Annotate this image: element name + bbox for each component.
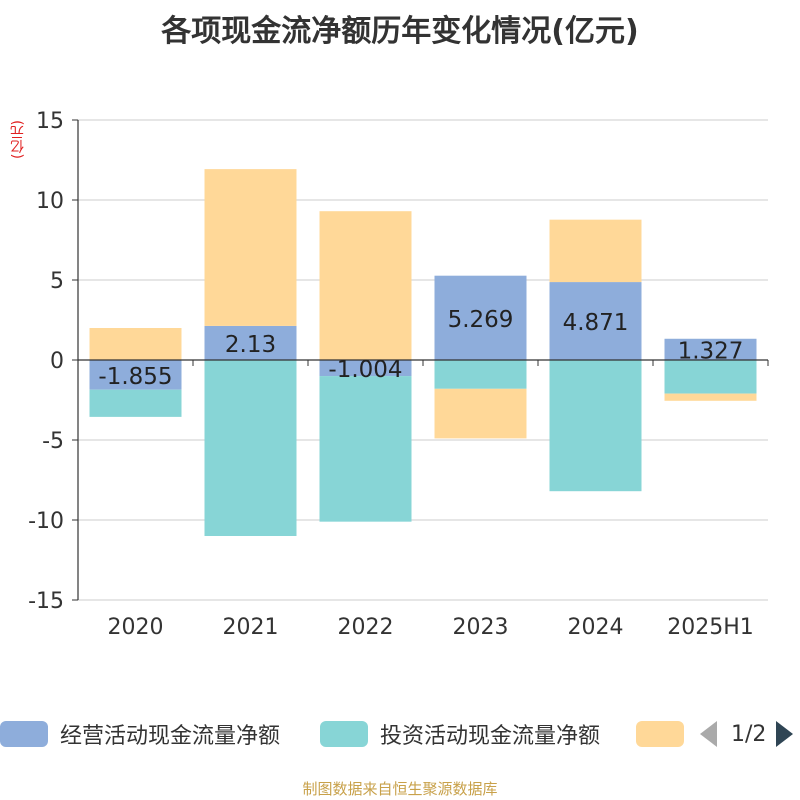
legend-label-investing: 投资活动现金流量净额 xyxy=(380,724,601,749)
bar-series1-2024 xyxy=(549,360,642,492)
x-tick-label: 2025H1 xyxy=(667,615,754,640)
bar-series0-2020 xyxy=(89,360,182,390)
legend-label-operating: 经营活动现金流量净额 xyxy=(60,724,281,749)
data-label: -1.855 xyxy=(98,364,172,390)
bar-series2-2020 xyxy=(89,328,182,360)
chart-title: 各项现金流净额历年变化情况(亿元) xyxy=(161,14,639,49)
bar-series0-2021 xyxy=(204,325,297,360)
y-tick-label: -15 xyxy=(28,589,64,614)
data-label: 2.13 xyxy=(225,332,276,358)
x-tick-label: 2023 xyxy=(453,615,509,640)
next-page-icon[interactable] xyxy=(776,721,794,747)
bar-series2-2024 xyxy=(549,219,642,283)
data-label: 5.269 xyxy=(448,307,514,333)
y-tick-label: 15 xyxy=(36,109,64,134)
bar-series0-2023 xyxy=(434,275,527,360)
legend-page-indicator: 1/2 xyxy=(731,721,767,747)
bar-series0-2024 xyxy=(549,282,642,360)
y-tick-label: 10 xyxy=(36,189,64,214)
bar-series1-2022 xyxy=(319,376,412,522)
bar-series0-2022 xyxy=(319,360,412,377)
x-tick-label: 2020 xyxy=(108,615,164,640)
x-tick-label: 2022 xyxy=(338,615,394,640)
chart-canvas: 15 10 5 0 -5 -10 -15 -1.855 2.13 -1.004 5.269 4.871… xyxy=(28,109,769,640)
y-tick-label: -10 xyxy=(28,509,64,534)
data-source-note: 制图数据来自恒生聚源数据库 xyxy=(302,780,498,798)
legend-swatch-financing xyxy=(636,721,684,747)
x-tick-label: 2024 xyxy=(568,615,624,640)
legend-pager: 1/2 xyxy=(700,716,794,752)
bar-series1-2020 xyxy=(89,389,182,417)
y-tick-label: -5 xyxy=(42,429,64,454)
data-label: 4.871 xyxy=(563,310,629,336)
bar-series2-2023 xyxy=(434,388,527,439)
bar-series2-2025H1 xyxy=(664,393,757,401)
bar-series2-2021 xyxy=(204,169,297,326)
bar-series1-2023 xyxy=(434,360,527,389)
legend-item-financing[interactable] xyxy=(636,716,684,752)
data-label: 1.327 xyxy=(678,338,744,364)
prev-page-icon[interactable] xyxy=(700,721,717,747)
bar-series2-2022 xyxy=(319,211,412,360)
legend-item-operating[interactable]: 经营活动现金流量净额 xyxy=(0,716,280,752)
legend-swatch-investing xyxy=(320,721,368,747)
bar-series1-2025H1 xyxy=(664,360,757,394)
bar-series0-2025H1 xyxy=(664,338,757,360)
legend-swatch-operating xyxy=(0,721,48,747)
bar-series1-2021 xyxy=(204,360,297,536)
y-tick-label: 5 xyxy=(50,269,64,294)
data-label: -1.004 xyxy=(328,357,402,383)
legend: 经营活动现金流量净额 投资活动现金流量净额 1/2 xyxy=(0,716,800,752)
y-tick-label: 0 xyxy=(50,349,64,374)
x-tick-label: 2021 xyxy=(223,615,279,640)
legend-item-investing[interactable]: 投资活动现金流量净额 xyxy=(320,716,600,752)
